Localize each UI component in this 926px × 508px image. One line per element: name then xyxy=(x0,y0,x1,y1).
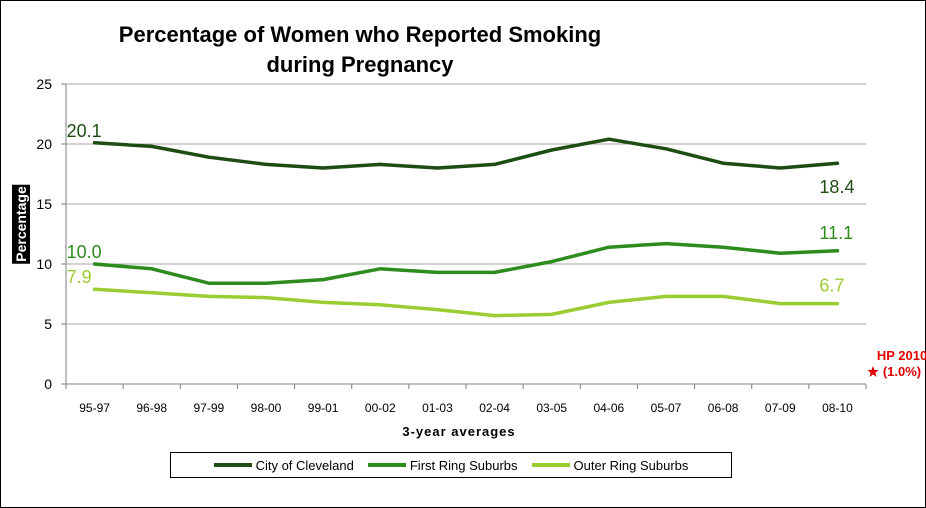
legend-item-first-ring: First Ring Suburbs xyxy=(367,457,518,473)
data-point xyxy=(778,166,782,170)
data-point xyxy=(492,162,497,166)
data-point xyxy=(607,137,611,141)
x-tick-label: 01-03 xyxy=(422,401,453,415)
x-tick-label: 06-08 xyxy=(708,401,739,415)
data-point xyxy=(321,166,325,170)
data-point xyxy=(264,281,268,285)
data-point xyxy=(150,267,154,271)
data-point xyxy=(150,291,154,295)
y-tick-label: 20 xyxy=(36,136,52,152)
data-point xyxy=(664,147,668,151)
data-point xyxy=(778,302,782,306)
data-point xyxy=(264,162,268,166)
data-label-end: 6.7 xyxy=(819,276,844,296)
data-point xyxy=(378,303,382,307)
data-point xyxy=(835,302,840,306)
data-point xyxy=(92,141,97,145)
x-tick-label: 97-99 xyxy=(194,401,225,415)
legend-label-cleveland: City of Cleveland xyxy=(255,457,354,473)
data-point xyxy=(492,270,497,274)
data-point xyxy=(207,155,211,159)
legend-item-outer-ring: Outer Ring Suburbs xyxy=(531,457,689,473)
x-tick-label: 04-06 xyxy=(594,401,625,415)
series-line-1 xyxy=(92,137,840,170)
x-tick-label: 95-97 xyxy=(79,401,110,415)
data-point xyxy=(835,249,840,253)
data-point xyxy=(721,161,725,165)
legend-swatch-outer-ring xyxy=(531,463,570,467)
x-tick-label: 98-00 xyxy=(251,401,282,415)
series-line-3 xyxy=(92,287,840,318)
chart-title-line-2: during Pregnancy xyxy=(266,52,454,77)
data-point xyxy=(150,144,154,148)
data-point xyxy=(435,166,440,170)
data-point xyxy=(92,287,97,291)
x-tick-label: 05-07 xyxy=(651,401,682,415)
data-label-end: 18.4 xyxy=(819,177,854,197)
data-point xyxy=(778,251,782,255)
x-tick-label: 08-10 xyxy=(822,401,853,415)
data-label-start: 7.9 xyxy=(67,267,92,287)
series-line-2 xyxy=(92,241,840,285)
star-icon xyxy=(867,366,879,377)
y-tick-label: 25 xyxy=(36,76,52,92)
y-tick-label: 5 xyxy=(44,316,52,332)
y-tick-label: 15 xyxy=(36,196,52,212)
data-point xyxy=(435,308,440,312)
data-label-start: 20.1 xyxy=(67,121,102,141)
chart-title-line-1: Percentage of Women who Reported Smoking xyxy=(118,22,602,47)
data-point xyxy=(492,314,497,318)
x-tick-label: 96-98 xyxy=(136,401,167,415)
legend-item-cleveland: City of Cleveland xyxy=(213,457,354,473)
x-axis-label: 3-year averages xyxy=(402,424,516,439)
hp-2010-label: HP 2010 (1.0%) xyxy=(876,348,926,380)
chart-title: Percentage of Women who Reported Smoking… xyxy=(60,20,660,80)
x-tick-label: 00-02 xyxy=(365,401,396,415)
data-point xyxy=(92,262,97,266)
data-point xyxy=(207,281,211,285)
legend-swatch-cleveland xyxy=(213,463,252,467)
y-tick-label: 10 xyxy=(36,256,52,272)
data-point xyxy=(264,296,268,300)
data-point xyxy=(721,294,725,298)
x-tick-label: 07-09 xyxy=(765,401,796,415)
data-point xyxy=(378,162,382,166)
plot-area xyxy=(66,84,866,384)
data-point xyxy=(721,245,725,249)
x-tick-label: 03-05 xyxy=(536,401,567,415)
data-point xyxy=(664,242,668,246)
data-point xyxy=(550,312,554,316)
legend-label-first-ring: First Ring Suburbs xyxy=(409,457,518,473)
data-point xyxy=(435,270,440,274)
data-point xyxy=(664,294,668,298)
legend-label-outer-ring: Outer Ring Suburbs xyxy=(573,457,689,473)
data-point xyxy=(378,267,382,271)
data-point xyxy=(835,161,840,165)
chart-legend: City of Cleveland First Ring Suburbs Out… xyxy=(170,452,732,478)
x-tick-label: 99-01 xyxy=(308,401,339,415)
y-tick-label: 0 xyxy=(44,376,52,392)
data-point xyxy=(321,278,325,282)
y-axis-label: Percentage xyxy=(12,184,30,264)
data-point xyxy=(207,294,211,298)
x-tick-label: 02-04 xyxy=(479,401,510,415)
data-point xyxy=(550,260,554,264)
hp-2010-label-line-1: HP 2010 xyxy=(876,348,926,363)
legend-swatch-first-ring xyxy=(367,463,406,467)
data-point xyxy=(550,148,554,152)
hp-2010-label-line-2: (1.0%) xyxy=(882,364,922,379)
data-label-end: 11.1 xyxy=(819,223,853,243)
data-point xyxy=(607,300,611,304)
data-point xyxy=(321,300,325,304)
data-point xyxy=(607,245,611,249)
data-label-start: 10.0 xyxy=(67,242,102,262)
